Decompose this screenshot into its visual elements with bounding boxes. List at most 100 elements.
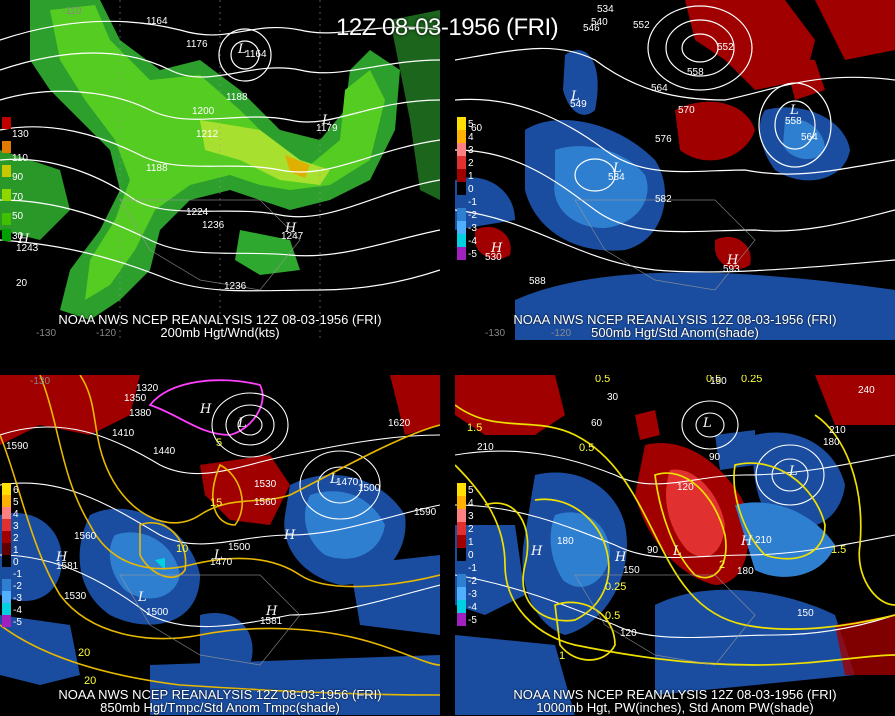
contour-label: 120 [677,482,694,493]
contour-label: 60 [471,123,483,134]
contour-label: 582 [655,194,672,205]
legend-200mb: 130 110 90 70 50 30 [2,117,29,242]
legend-label: 4 [13,509,19,520]
high-marker: H [530,544,543,559]
lon-labels: -130 -120 -110 [36,6,116,339]
legend-swatch [2,213,11,225]
legend-swatch [457,548,466,561]
contour-label: 552 [717,42,734,53]
contour-label: 584 [608,172,625,183]
legend-label: -1 [468,197,477,208]
contour-label: 1590 [414,507,437,518]
contour-label: 20 [16,278,28,289]
contour-label: 552 [633,20,650,31]
contour-label: 558 [785,116,802,127]
contour-label: 1581 [56,561,79,572]
legend-1000mb: 5 4 3 2 1 0 -1 -2 -3 -4 -5 [457,483,477,626]
low-marker: L [321,113,331,128]
contour-label: 1560 [254,497,277,508]
legend-swatch [457,130,466,143]
low-marker: L [788,464,798,479]
contour-label: 558 [687,67,704,78]
lon-label: -130 [30,376,50,387]
contour-label: 90 [709,452,721,463]
pw-label: 0.5 [595,375,610,385]
low-marker: L [137,590,147,605]
legend-label: 90 [12,172,24,183]
contour-label: 150 [710,376,727,387]
panel-850mb: 1320 1350 1380 1410 1440 1590 1620 1530 … [0,375,440,715]
high-marker: H [283,528,296,543]
low-marker: L [789,103,799,118]
legend-swatch [2,555,11,567]
legend-swatch [457,143,466,156]
lon-label: -120 [551,328,571,339]
high-marker: H [199,402,212,417]
legend-label: 5 [468,485,474,496]
map-1000mb: 0.5 0.5 0.25 150 240 180 30 60 90 1.5 0.… [455,375,895,715]
legend-swatch [2,229,11,241]
legend-swatch [457,613,466,626]
pw-label: 1.5 [467,422,482,434]
legend-label: 3 [13,521,19,532]
low-marker: L [612,161,622,176]
contour-label: 1530 [254,479,277,490]
legend-swatch [457,208,466,221]
legend-500mb: 5 4 3 2 1 0 -1 -2 -3 -4 -5 [457,117,477,260]
contour-label: 1500 [146,607,169,618]
legend-label: 2 [468,524,474,535]
contour-label: 1350 [124,393,147,404]
legend-swatch [457,574,466,587]
contour-label: 240 [858,385,875,396]
caption-title: NOAA NWS NCEP REANALYSIS 12Z 08-03-1956 … [513,687,837,702]
contour-label: 1470 [336,477,359,488]
low-marker: L [213,548,223,563]
legend-850mb: 6 5 4 3 2 1 0 -1 -2 -3 -4 -5 [2,483,22,628]
contour-label: 1247 [281,231,304,242]
contour-label: 210 [829,425,846,436]
caption-title: NOAA NWS NCEP REANALYSIS 12Z 08-03-1956 … [58,312,382,327]
legend-swatch [2,141,11,153]
contour-label: 150 [623,565,640,576]
legend-label: 110 [12,153,28,164]
contour-label: 1620 [388,418,411,429]
legend-swatch [457,247,466,260]
legend-swatch [457,522,466,535]
legend-label: -5 [13,617,22,628]
legend-label: -5 [468,615,477,626]
contour-label: 540 [591,17,608,28]
legend-label: 0 [468,550,474,561]
contour-label: 180 [823,437,840,448]
caption-title: NOAA NWS NCEP REANALYSIS 12Z 08-03-1956 … [58,687,382,702]
legend-label: 4 [468,132,474,143]
legend-swatch [457,234,466,247]
contour-label: 90 [647,545,659,556]
legend-label: 2 [13,533,19,544]
legend-swatch [2,189,11,201]
caption-subtitle: 500mb Hgt/Std Anom(shade) [591,325,759,340]
low-marker: L [237,42,247,57]
contour-label: 210 [755,535,772,546]
pw-label: 1 [559,650,565,662]
legend-label: 130 [12,129,29,140]
legend-label: 2 [468,158,474,169]
legend-label: 6 [13,485,19,496]
panel-500mb: 534 540 546 552 552 558 564 570 576 564 … [455,0,895,340]
low-marker: L [672,544,682,559]
lon-label: -130 [485,328,505,339]
contour-label: 1530 [64,591,87,602]
contour-label: 1179 [316,123,338,134]
contour-label: 210 [477,442,494,453]
legend-swatch [457,587,466,600]
legend-swatch [457,483,466,496]
legend-label: 0 [468,184,474,195]
high-marker: H [614,550,627,565]
legend-swatch [2,591,11,603]
legend-swatch [2,567,11,579]
page-title: 12Z 08-03-1956 (FRI) [336,14,559,41]
legend-label: 1 [13,545,19,556]
legend-label: -3 [468,589,477,600]
high-marker: H [55,550,68,565]
pw-label: 0.5 [706,375,721,385]
legend-swatch [2,165,11,177]
